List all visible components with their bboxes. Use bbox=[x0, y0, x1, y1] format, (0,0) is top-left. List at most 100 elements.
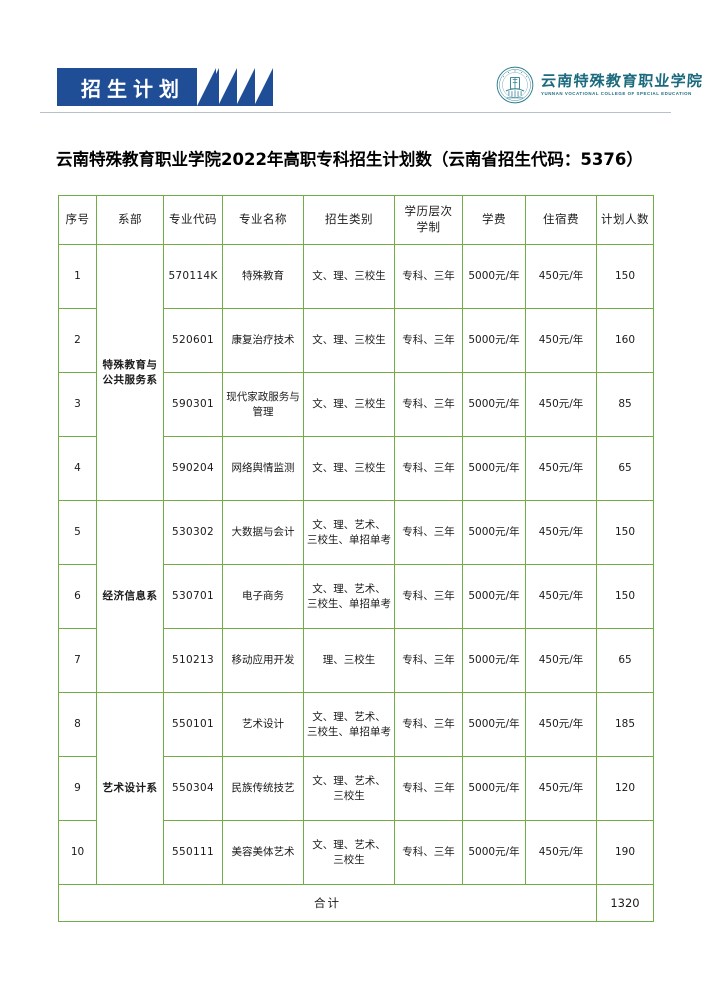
cell-department: 特殊教育与 公共服务系 bbox=[96, 244, 164, 501]
logo-text-column: 云南特殊教育职业学院 YUNNAN VOCATIONAL COLLEGE OF … bbox=[540, 71, 704, 96]
cell-major-code: 590204 bbox=[163, 436, 223, 501]
col-header-tuition: 学费 bbox=[462, 195, 526, 245]
cell-dorm-fee: 450元/年 bbox=[525, 372, 597, 437]
table-header-row: 序号 系部 专业代码 专业名称 招生类别 学历层次 学制 学费 住宿费 计划人数 bbox=[58, 195, 654, 245]
cell-level: 专科、三年 bbox=[394, 692, 463, 757]
cell-plan-count: 185 bbox=[596, 692, 654, 757]
cell-dorm-fee: 450元/年 bbox=[525, 756, 597, 821]
cell-major-name: 民族传统技艺 bbox=[222, 756, 304, 821]
cell-level: 专科、三年 bbox=[394, 244, 463, 309]
cell-category: 文、理、三校生 bbox=[303, 436, 395, 501]
cell-major-code: 550111 bbox=[163, 820, 223, 885]
cell-plan-count: 85 bbox=[596, 372, 654, 437]
col-header-dorm: 住宿费 bbox=[525, 195, 597, 245]
banner-block: 招生计划 bbox=[57, 68, 216, 106]
cell-level: 专科、三年 bbox=[394, 756, 463, 821]
table-row: 3 590301 现代家政服务与管理 文、理、三校生 专科、三年 5000元/年… bbox=[58, 372, 654, 437]
cell-major-name: 电子商务 bbox=[222, 564, 304, 629]
cell-category: 理、三校生 bbox=[303, 628, 395, 693]
cell-index: 7 bbox=[58, 628, 97, 693]
cell-category: 文、理、三校生 bbox=[303, 244, 395, 309]
cell-major-name: 美容美体艺术 bbox=[222, 820, 304, 885]
cell-level: 专科、三年 bbox=[394, 436, 463, 501]
cell-major-name: 大数据与会计 bbox=[222, 500, 304, 565]
cell-plan-count: 150 bbox=[596, 244, 654, 309]
cell-dorm-fee: 450元/年 bbox=[525, 500, 597, 565]
category-line1: 文、理、三校生 bbox=[312, 334, 386, 347]
cell-index: 10 bbox=[58, 820, 97, 885]
cell-tuition: 5000元/年 bbox=[462, 692, 526, 757]
cell-plan-count: 65 bbox=[596, 436, 654, 501]
table-row: 7 510213 移动应用开发 理、三校生 专科、三年 5000元/年 450元… bbox=[58, 628, 654, 693]
cell-major-code: 520601 bbox=[163, 308, 223, 373]
cell-dorm-fee: 450元/年 bbox=[525, 244, 597, 309]
school-seal-icon bbox=[496, 66, 534, 104]
banner-title: 招生计划 bbox=[81, 76, 185, 101]
cell-major-name: 现代家政服务与管理 bbox=[222, 372, 304, 437]
category-line2: 三校生、单招单考 bbox=[307, 597, 391, 610]
cell-major-name: 网络舆情监测 bbox=[222, 436, 304, 501]
table-row: 4 590204 网络舆情监测 文、理、三校生 专科、三年 5000元/年 45… bbox=[58, 436, 654, 501]
cell-level: 专科、三年 bbox=[394, 372, 463, 437]
category-line2: 三校生 bbox=[333, 853, 365, 866]
category-line2: 三校生、单招单考 bbox=[307, 725, 391, 738]
cell-major-code: 590301 bbox=[163, 372, 223, 437]
cell-level: 专科、三年 bbox=[394, 564, 463, 629]
logo-name-cn: 云南特殊教育职业学院 bbox=[540, 71, 704, 90]
cell-category: 文、理、艺术、 三校生 bbox=[303, 820, 395, 885]
banner-stripe-icon bbox=[200, 68, 219, 106]
cell-level: 专科、三年 bbox=[394, 308, 463, 373]
cell-dorm-fee: 450元/年 bbox=[525, 564, 597, 629]
cell-major-code: 530701 bbox=[163, 564, 223, 629]
cell-plan-count: 120 bbox=[596, 756, 654, 821]
page-title: 云南特殊教育职业学院2022年高职专科招生计划数（云南省招生代码：5376） bbox=[56, 150, 643, 169]
table-row: 5 经济信息系 530302 大数据与会计 文、理、艺术、 三校生、单招单考 专… bbox=[58, 500, 654, 693]
section-banner: 招生计划 bbox=[0, 68, 711, 106]
cell-category: 文、理、艺术、 三校生 bbox=[303, 756, 395, 821]
cell-major-name: 艺术设计 bbox=[222, 692, 304, 757]
category-line1: 文、理、三校生 bbox=[312, 462, 386, 475]
cell-major-code: 550304 bbox=[163, 756, 223, 821]
col-header-index: 序号 bbox=[58, 195, 97, 245]
banner-stripe-group bbox=[200, 68, 310, 106]
cell-department: 艺术设计系 bbox=[96, 692, 164, 885]
cell-index: 3 bbox=[58, 372, 97, 437]
category-line1: 文、理、艺术、 bbox=[312, 582, 386, 595]
category-line2: 三校生、单招单考 bbox=[307, 533, 391, 546]
cell-major-name: 移动应用开发 bbox=[222, 628, 304, 693]
cell-dorm-fee: 450元/年 bbox=[525, 820, 597, 885]
cell-dorm-fee: 450元/年 bbox=[525, 628, 597, 693]
cell-index: 1 bbox=[58, 244, 97, 309]
cell-category: 文、理、三校生 bbox=[303, 372, 395, 437]
cell-category: 文、理、艺术、 三校生、单招单考 bbox=[303, 692, 395, 757]
table-row: 10 550111 美容美体艺术 文、理、艺术、 三校生 专科、三年 5000元… bbox=[58, 820, 654, 885]
table-row: 2 520601 康复治疗技术 文、理、三校生 专科、三年 5000元/年 45… bbox=[58, 308, 654, 373]
cell-level: 专科、三年 bbox=[394, 820, 463, 885]
cell-major-code: 570114K bbox=[163, 244, 223, 309]
cell-level: 专科、三年 bbox=[394, 500, 463, 565]
cell-index: 4 bbox=[58, 436, 97, 501]
total-label: 合计 bbox=[58, 884, 597, 922]
cell-major-name: 特殊教育 bbox=[222, 244, 304, 309]
category-line1: 文、理、三校生 bbox=[312, 398, 386, 411]
enrollment-plan-table-wrap: 序号 系部 专业代码 专业名称 招生类别 学历层次 学制 学费 住宿费 计划人数 bbox=[58, 195, 654, 922]
cell-level: 专科、三年 bbox=[394, 628, 463, 693]
dept-line1: 经济信息系 bbox=[102, 590, 158, 603]
dept-line2: 公共服务系 bbox=[102, 373, 158, 386]
cell-department: 经济信息系 bbox=[96, 500, 164, 693]
school-logo: 云南特殊教育职业学院 YUNNAN VOCATIONAL COLLEGE OF … bbox=[496, 66, 704, 104]
cell-plan-count: 150 bbox=[596, 564, 654, 629]
cell-tuition: 5000元/年 bbox=[462, 372, 526, 437]
enrollment-plan-table: 序号 系部 专业代码 专业名称 招生类别 学历层次 学制 学费 住宿费 计划人数 bbox=[58, 195, 654, 922]
col-header-level: 学历层次 学制 bbox=[394, 195, 463, 245]
cell-tuition: 5000元/年 bbox=[462, 820, 526, 885]
banner-stripe-icon bbox=[254, 68, 273, 106]
cell-plan-count: 190 bbox=[596, 820, 654, 885]
col-header-major: 专业名称 bbox=[222, 195, 304, 245]
banner-stripe-icon bbox=[218, 68, 237, 106]
table-body: 1 特殊教育与 公共服务系 570114K 特殊教育 文、理、三校生 专科、三年… bbox=[58, 244, 654, 922]
cell-dorm-fee: 450元/年 bbox=[525, 436, 597, 501]
col-header-code: 专业代码 bbox=[163, 195, 223, 245]
table-row: 1 特殊教育与 公共服务系 570114K 特殊教育 文、理、三校生 专科、三年… bbox=[58, 244, 654, 501]
logo-name-en: YUNNAN VOCATIONAL COLLEGE OF SPECIAL EDU… bbox=[541, 90, 692, 96]
